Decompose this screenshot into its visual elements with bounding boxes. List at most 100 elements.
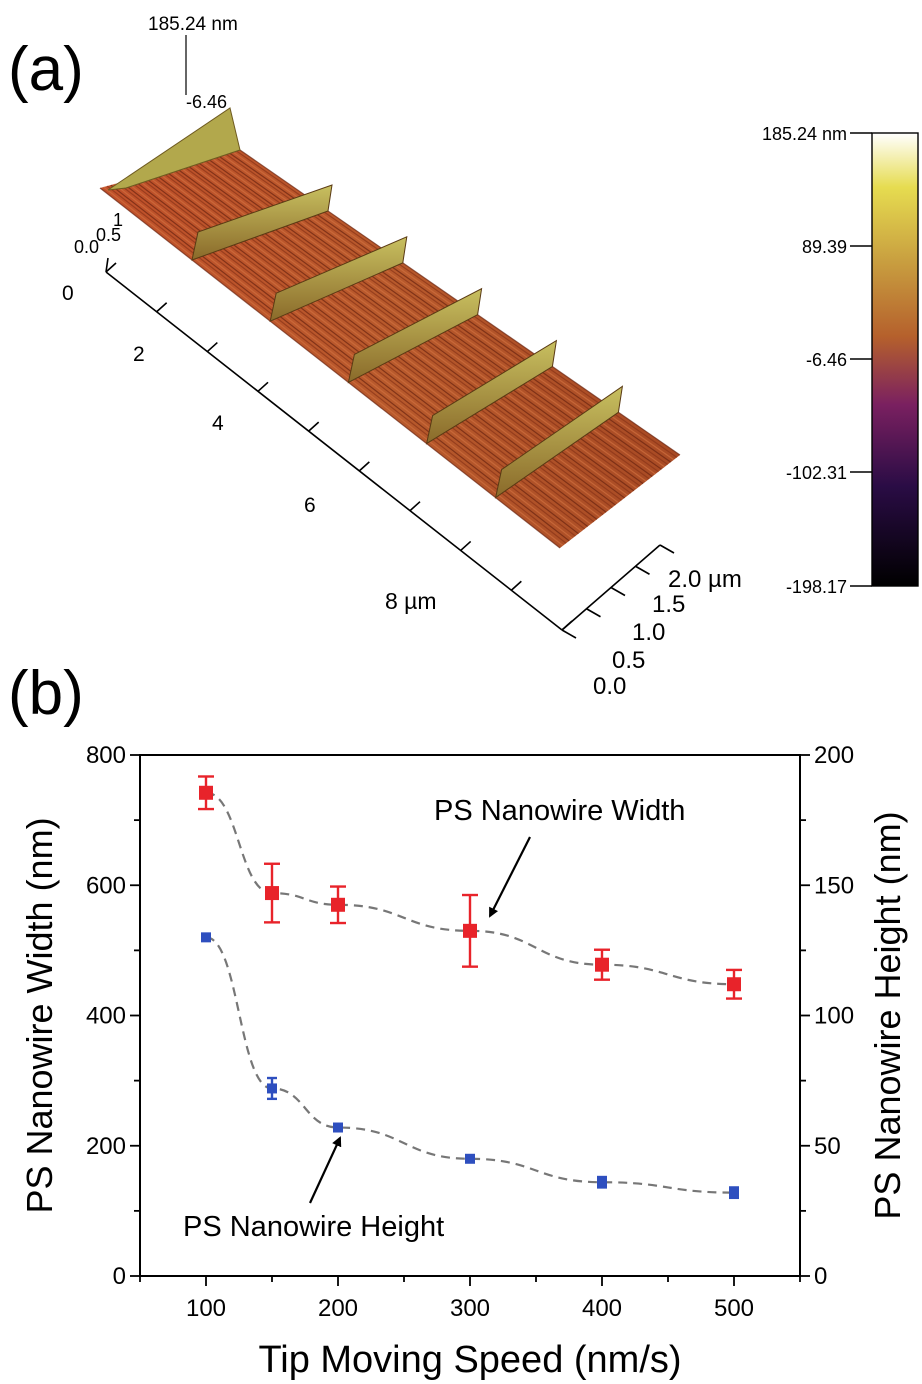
colorbar-tick-0: 185.24 nm (762, 124, 847, 144)
width-point (595, 957, 609, 972)
afm-x-tick (409, 501, 421, 512)
afm-x-tick (358, 461, 370, 472)
afm-x-ticks (105, 262, 573, 631)
afm-y-tick-0-5: 0.5 (612, 647, 645, 674)
width-point (199, 785, 213, 800)
surface-ridge (494, 385, 624, 499)
width-point (331, 897, 345, 912)
x-tick-label: 500 (714, 1295, 754, 1322)
x-tick-label: 300 (450, 1295, 490, 1322)
y-tick-label-right: 200 (814, 742, 854, 769)
panel-b: (b) 100 200 300 400 500 0 200 400 600 800 0 50 100 15… (8, 659, 908, 1381)
axis-ticks: 100 200 300 400 500 0 200 400 600 800 0 50 100 150 200 (86, 742, 854, 1322)
series-connector-1 (205, 936, 735, 1194)
afm-y-tick (561, 629, 577, 639)
afm-y-ticks (561, 544, 675, 639)
y-tick-label-right: 0 (814, 1263, 827, 1290)
afm-y-tick (610, 586, 626, 597)
afm-y-tick (659, 544, 675, 554)
colorbar-tick-2: -6.46 (806, 350, 847, 370)
y-axis-label-right: PS Nanowire Height (nm) (867, 811, 908, 1219)
z-tick-2: 1 (113, 210, 123, 230)
height-point (267, 1083, 277, 1094)
afm-x-tick-0: 0 (62, 282, 74, 305)
colorbar-tick-4: -198.17 (786, 577, 847, 597)
annotation-width: PS Nanowire Width (434, 795, 685, 827)
afm-y-tick (635, 565, 650, 575)
peak-label: 185.24 nm (148, 14, 238, 35)
surface-ridges (191, 184, 624, 499)
y-tick-label-right: 50 (814, 1133, 841, 1160)
z-tick-1: 0.5 (96, 225, 121, 245)
annotation-height: PS Nanowire Height (183, 1211, 444, 1243)
error-bars (198, 775, 742, 1200)
y-tick-label-left: 200 (86, 1133, 126, 1160)
afm-y-tick (586, 608, 601, 618)
y-tick-label-left: 0 (113, 1263, 126, 1290)
afm-x-tick (460, 540, 472, 552)
afm-y-tick-0: 0.0 (593, 673, 626, 700)
width-point (727, 977, 741, 992)
surface-streak (110, 184, 570, 542)
height-point (597, 1177, 607, 1188)
x-tick-label: 200 (318, 1295, 358, 1322)
y-tick-label-left: 800 (86, 742, 126, 769)
afm-x-tick (105, 262, 117, 273)
afm-x-tick-2: 2 (133, 343, 145, 366)
peak-sublabel: -6.46 (186, 92, 227, 112)
width-point (463, 923, 477, 938)
surface-streak (117, 182, 576, 537)
afm-surface (99, 107, 681, 549)
surface-ridge (347, 287, 483, 384)
data-markers (199, 785, 741, 1198)
arrow-height (309, 1136, 342, 1204)
y-axis-label-left: PS Nanowire Width (nm) (19, 817, 60, 1213)
x-axis-label: Tip Moving Speed (nm/s) (258, 1339, 681, 1381)
afm-y-tick-2: 2.0 µm (668, 566, 742, 593)
afm-x-tick-8: 8 µm (385, 588, 437, 614)
afm-x-tick (206, 341, 218, 353)
surface-ridge (425, 339, 558, 445)
height-point (201, 932, 211, 943)
height-point (729, 1187, 739, 1198)
afm-x-tick (308, 421, 320, 432)
colorbar-tick-3: -102.31 (786, 463, 847, 483)
height-point (333, 1122, 343, 1133)
panel-b-label: (b) (8, 659, 84, 728)
surface-streak (113, 183, 573, 539)
surface-peak (107, 107, 241, 191)
y-tick-label-left: 600 (86, 872, 126, 899)
y-tick-label-right: 100 (814, 1003, 854, 1030)
surface-ridge (191, 184, 333, 261)
colorbar-gradient (871, 132, 919, 587)
height-point (465, 1153, 475, 1164)
panel-a-label: (a) (8, 35, 84, 104)
afm-x-tick (156, 302, 168, 313)
surface-ridge (269, 236, 408, 323)
afm-y-tick-1: 1.0 (632, 619, 665, 646)
afm-x-tick (561, 620, 573, 631)
surface-streak (106, 185, 567, 544)
surface-streak (99, 187, 561, 549)
afm-y-tick-1-5: 1.5 (652, 591, 685, 618)
width-point (265, 886, 279, 901)
x-tick-label: 100 (186, 1295, 226, 1322)
y-tick-label-left: 400 (86, 1003, 126, 1030)
dashed-connectors (205, 791, 735, 1194)
colorbar: 185.24 nm 89.39 -6.46 -102.31 -198.17 (762, 124, 919, 597)
afm-x-tick-6: 6 (304, 494, 316, 517)
colorbar-tick-1: 89.39 (802, 237, 847, 257)
afm-x-tick-4: 4 (212, 412, 224, 435)
colorbar-ticks (850, 132, 872, 587)
y-tick-label-right: 150 (814, 872, 854, 899)
z-tick-0: 0.0 (74, 237, 99, 257)
series-connector-0 (205, 791, 735, 986)
panel-a: (a) 185.24 nm -6.46 0.0 0.5 1 0 2 4 6 8 … (8, 14, 919, 700)
plot-frame (139, 754, 801, 1277)
surface-streak (103, 186, 564, 547)
afm-x-tick (257, 381, 269, 392)
arrow-width (489, 836, 531, 918)
afm-x-tick (510, 580, 522, 591)
x-tick-label: 400 (582, 1295, 622, 1322)
